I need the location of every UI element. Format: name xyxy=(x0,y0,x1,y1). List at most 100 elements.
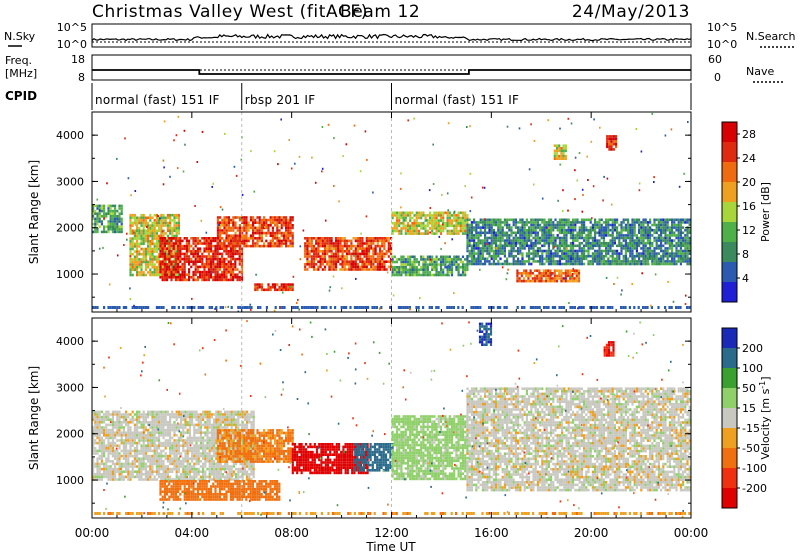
heatmap-cell xyxy=(92,452,95,455)
heatmap-cell xyxy=(517,252,520,255)
heatmap-cell xyxy=(561,239,564,242)
heatmap-cell xyxy=(203,247,206,250)
heatmap-cell xyxy=(506,260,509,263)
heatmap-cell xyxy=(107,465,110,468)
heatmap-cell xyxy=(402,211,405,215)
heatmap-cell xyxy=(170,252,173,256)
heatmap-cell xyxy=(563,277,565,280)
heatmap-cell xyxy=(512,247,515,250)
heatmap-cell xyxy=(323,255,327,258)
heatmap-cell xyxy=(620,249,623,253)
heatmap-cell xyxy=(503,218,506,222)
heatmap-cell xyxy=(558,226,561,229)
heatmap-cell xyxy=(319,242,322,245)
heatmap-cell xyxy=(594,223,597,227)
heatmap-cell xyxy=(422,271,425,274)
heatmap-cell xyxy=(591,247,594,250)
heatmap-cell xyxy=(118,228,121,231)
heatmap-cell xyxy=(521,241,524,245)
heatmap-cell xyxy=(321,260,324,263)
heatmap-cell xyxy=(249,224,252,227)
heatmap-cell xyxy=(118,475,121,479)
heatmap-cell xyxy=(321,250,324,253)
heatmap-cell xyxy=(100,478,103,481)
heatmap-cell xyxy=(624,260,627,263)
heatmap-cell xyxy=(144,221,147,225)
heatmap-cell xyxy=(188,273,191,276)
heatmap-cell xyxy=(111,428,114,432)
heatmap-cell xyxy=(649,257,652,261)
heatmap-cell xyxy=(160,216,163,220)
heatmap-cell xyxy=(94,478,97,481)
heatmap-cell xyxy=(94,465,97,468)
heatmap-cell xyxy=(606,140,609,143)
heatmap-cell xyxy=(234,260,237,263)
heatmap-cell xyxy=(166,257,169,261)
noise-right-label: N.Search xyxy=(746,30,796,43)
heatmap-cell xyxy=(495,239,498,242)
heatmap-cell xyxy=(642,244,645,248)
heatmap-cell xyxy=(94,415,97,419)
heatmap-cell xyxy=(168,265,171,269)
heatmap-cell xyxy=(181,268,184,271)
heatmap-cell xyxy=(107,434,110,437)
heatmap-cell xyxy=(114,462,117,466)
heatmap-cell xyxy=(138,216,141,220)
heatmap-cell xyxy=(354,265,357,269)
heatmap-cell xyxy=(400,232,403,235)
heatmap-cell xyxy=(212,239,215,243)
heatmap-cell xyxy=(439,260,443,264)
heatmap-cell xyxy=(339,237,342,240)
heatmap-cell xyxy=(622,257,625,261)
heatmap-cell xyxy=(185,273,188,276)
heatmap-cell xyxy=(166,224,169,227)
heatmap-cell xyxy=(475,221,478,224)
heatmap-cell xyxy=(205,242,208,245)
heatmap-cell xyxy=(552,239,555,242)
heatmap-cell xyxy=(330,239,333,243)
heatmap-cell xyxy=(199,306,202,309)
heatmap-cell xyxy=(552,254,555,258)
heatmap-cell xyxy=(315,237,318,240)
heatmap-cell xyxy=(263,224,266,227)
heatmap-cell xyxy=(276,283,279,286)
heatmap-cell xyxy=(196,161,199,163)
heatmap-cell xyxy=(426,258,429,261)
heatmap-cell xyxy=(372,237,375,240)
heatmap-cell xyxy=(168,247,171,250)
heatmap-cell xyxy=(508,252,511,255)
heatmap-cell xyxy=(426,221,429,225)
heatmap-cell xyxy=(383,263,386,266)
heatmap-cell xyxy=(116,431,119,434)
heatmap-cell xyxy=(328,255,331,258)
heatmap-cell xyxy=(495,223,498,227)
heatmap-cell xyxy=(174,276,177,279)
heatmap-cell xyxy=(391,232,394,235)
heatmap-cell xyxy=(194,250,197,253)
heatmap-cell xyxy=(635,252,638,255)
heatmap-cell xyxy=(310,247,313,250)
heatmap-cell xyxy=(100,428,103,432)
heatmap-cell xyxy=(337,257,340,261)
heatmap-cell xyxy=(616,276,619,279)
heatmap-cell xyxy=(448,263,451,266)
heatmap-cell xyxy=(289,218,292,222)
heatmap-cell xyxy=(439,273,443,277)
heatmap-cell xyxy=(129,287,131,290)
heatmap-cell xyxy=(679,241,682,245)
heatmap-cell xyxy=(142,229,145,233)
heatmap-cell xyxy=(583,223,586,227)
heatmap-cell xyxy=(107,415,110,419)
heatmap-cell xyxy=(98,423,101,427)
heatmap-cell xyxy=(543,223,546,227)
heatmap-cell xyxy=(131,245,134,248)
heatmap-cell xyxy=(644,254,647,258)
heatmap-cell xyxy=(194,242,197,245)
heatmap-cell xyxy=(484,226,487,229)
heatmap-cell xyxy=(640,252,643,255)
heatmap-cell xyxy=(567,218,570,222)
heatmap-cell xyxy=(306,242,309,245)
heatmap-cell xyxy=(151,265,154,269)
heatmap-cell xyxy=(563,247,566,250)
heatmap-cell xyxy=(576,218,579,222)
